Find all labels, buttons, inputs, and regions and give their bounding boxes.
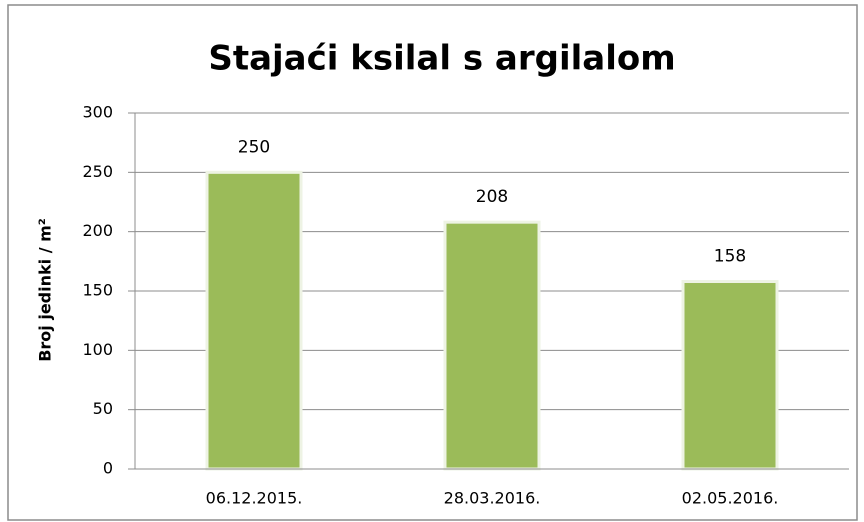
x-tick-label: 06.12.2015. — [206, 489, 303, 508]
data-label: 208 — [476, 187, 508, 207]
y-tick-label: 50 — [93, 399, 113, 418]
y-tick-label: 200 — [82, 221, 113, 240]
data-label: 158 — [714, 247, 746, 267]
y-tick-label: 300 — [82, 103, 113, 122]
data-label: 250 — [238, 137, 270, 157]
y-tick-label: 250 — [82, 162, 113, 181]
bar — [681, 280, 779, 471]
y-tick-label: 0 — [103, 459, 113, 478]
y-axis-label: Broj jedinki / m² — [36, 218, 55, 362]
x-tick-label: 02.05.2016. — [682, 489, 779, 508]
x-tick-label: 28.03.2016. — [444, 489, 541, 508]
bar — [443, 220, 541, 471]
chart-title: Stajaći ksilal s argilalom — [208, 39, 675, 79]
y-tick-label: 100 — [82, 340, 113, 359]
y-tick-label: 150 — [82, 281, 113, 300]
bar — [205, 170, 303, 471]
